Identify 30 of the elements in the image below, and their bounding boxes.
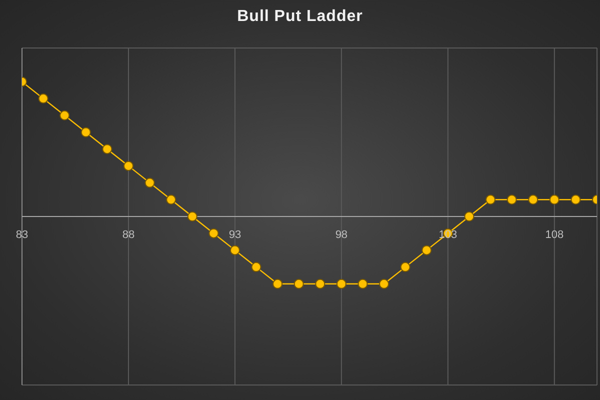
point (251, 262, 262, 272)
point (336, 278, 346, 289)
point (549, 194, 560, 205)
chart-title: Bull Put Ladder (236, 8, 364, 26)
point (230, 245, 240, 256)
x-tick-label: 88 (122, 229, 135, 241)
point (315, 278, 326, 289)
x-tick-label: 98 (335, 229, 348, 241)
point (208, 228, 219, 238)
point (506, 194, 517, 205)
point (123, 160, 134, 171)
point (38, 94, 48, 104)
point (400, 262, 410, 272)
point (102, 144, 112, 154)
point (294, 278, 304, 289)
point (358, 278, 368, 289)
x-tick-label: 108 (545, 229, 564, 241)
point (166, 194, 176, 205)
point (570, 194, 581, 205)
point (422, 245, 432, 256)
point (187, 212, 198, 222)
point (379, 278, 390, 289)
point (80, 127, 91, 138)
point (60, 110, 70, 120)
point (486, 194, 496, 205)
point (272, 278, 283, 289)
x-tick-label: 93 (228, 229, 242, 241)
point (144, 178, 155, 188)
point (464, 212, 474, 222)
point (528, 194, 538, 205)
